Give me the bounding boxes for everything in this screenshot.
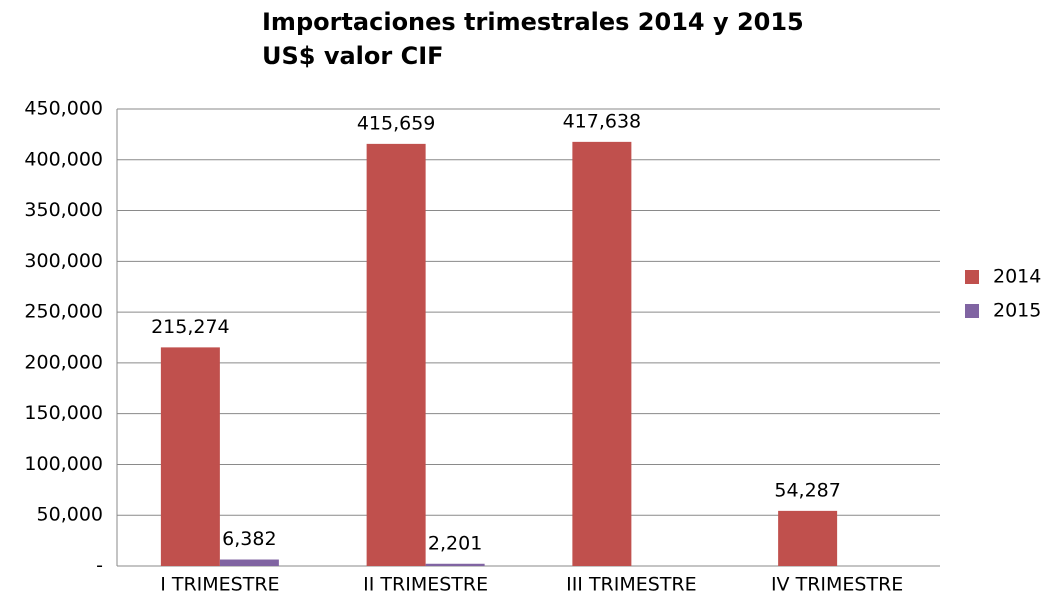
- x-tick-label: II TRIMESTRE: [363, 574, 488, 595]
- data-label: 6,382: [222, 528, 276, 550]
- bar: [366, 143, 426, 567]
- bar: [778, 510, 838, 566]
- y-tick-label: 300,000: [24, 250, 103, 272]
- bar: [219, 559, 279, 566]
- x-tick-label: I TRIMESTRE: [160, 574, 279, 595]
- legend-label: 2014: [993, 266, 1041, 288]
- y-tick-label: 150,000: [24, 402, 103, 424]
- y-tick-label: 400,000: [24, 148, 103, 170]
- y-tick-label: 250,000: [24, 301, 103, 323]
- y-tick-label: 350,000: [24, 199, 103, 221]
- data-label: 417,638: [563, 110, 642, 132]
- y-tick-label: 100,000: [24, 453, 103, 475]
- data-label: 415,659: [357, 112, 436, 134]
- x-tick-label: IV TRIMESTRE: [771, 574, 903, 595]
- legend-swatch: [965, 270, 979, 284]
- bar: [160, 347, 220, 566]
- legend-swatch: [965, 304, 979, 318]
- x-tick-label: III TRIMESTRE: [566, 574, 697, 595]
- y-tick-label: 200,000: [24, 351, 103, 373]
- bar: [572, 141, 632, 566]
- chart-title: Importaciones trimestrales 2014 y 2015: [262, 8, 804, 36]
- y-tick-label: -: [96, 555, 103, 577]
- data-label: 215,274: [151, 316, 230, 338]
- legend-label: 2015: [993, 300, 1041, 322]
- data-label: 54,287: [774, 479, 840, 501]
- bar: [425, 563, 485, 566]
- chart-subtitle: US$ valor CIF: [262, 42, 444, 70]
- y-tick-label: 50,000: [37, 504, 103, 526]
- y-tick-label: 450,000: [24, 98, 103, 120]
- data-label: 2,201: [428, 532, 482, 554]
